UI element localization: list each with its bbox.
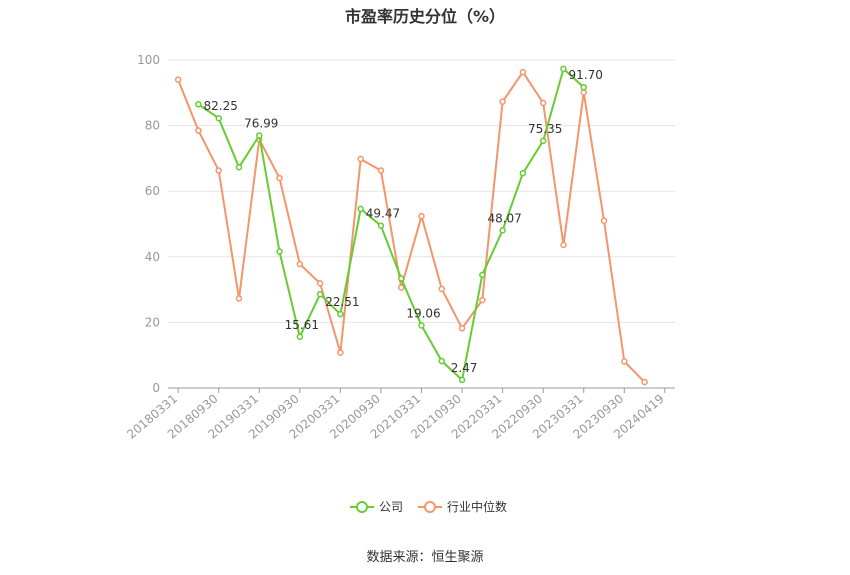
data-point[interactable] (397, 275, 405, 282)
data-point[interactable] (458, 325, 466, 332)
data-point[interactable] (174, 76, 182, 83)
legend-marker (356, 501, 368, 513)
data-point[interactable] (580, 83, 587, 91)
data-point[interactable] (296, 333, 304, 341)
legend-label: 行业中位数 (447, 499, 507, 514)
data-point[interactable] (276, 248, 283, 255)
data-point[interactable] (377, 167, 385, 174)
data-point[interactable] (560, 241, 567, 249)
data-point[interactable] (235, 164, 243, 171)
data-point[interactable] (479, 271, 486, 279)
data-label: 22.51 (325, 295, 359, 309)
data-point[interactable] (479, 296, 486, 304)
legend-item-industry-median[interactable]: 行业中位数 (418, 499, 507, 514)
data-label: 19.06 (406, 306, 440, 320)
y-tick-label: 80 (145, 119, 160, 133)
data-point[interactable] (600, 217, 608, 224)
data-point[interactable] (519, 169, 527, 177)
y-tick-label: 60 (145, 184, 160, 198)
data-point[interactable] (519, 68, 527, 76)
data-point[interactable] (499, 98, 506, 105)
data-point[interactable] (316, 280, 324, 287)
y-tick-label: 0 (152, 381, 160, 395)
data-label: 76.99 (244, 116, 278, 130)
y-tick-label: 100 (137, 53, 160, 67)
data-point[interactable] (458, 376, 466, 384)
data-point[interactable] (357, 205, 364, 213)
data-point[interactable] (377, 222, 385, 229)
data-label: 2.47 (451, 361, 478, 375)
legend-label: 公司 (379, 500, 403, 514)
data-point[interactable] (195, 101, 202, 108)
chart-title: 市盈率历史分位（%） (344, 7, 506, 26)
data-point[interactable] (580, 89, 587, 96)
data-point[interactable] (621, 358, 628, 365)
data-point[interactable] (235, 295, 243, 302)
legend[interactable]: 公司 行业中位数 (350, 499, 507, 514)
data-label: 91.70 (569, 68, 603, 82)
data-label: 82.25 (204, 99, 238, 113)
data-point[interactable] (256, 132, 263, 139)
data-point[interactable] (296, 260, 304, 268)
data-point[interactable] (276, 174, 283, 182)
data-point[interactable] (560, 65, 567, 73)
data-point[interactable] (499, 227, 506, 234)
data-point[interactable] (539, 99, 547, 107)
data-label: 15.61 (285, 318, 319, 332)
data-point[interactable] (418, 212, 425, 220)
label-layer: 82.25 76.99 15.61 22.51 49.47 19.06 2.47 48.07 7… (204, 68, 603, 375)
data-point[interactable] (418, 322, 425, 329)
data-label: 48.07 (487, 211, 521, 225)
series-line (177, 70, 646, 383)
series-line (197, 67, 585, 382)
y-tick-label: 20 (145, 315, 160, 329)
data-point[interactable] (357, 155, 364, 163)
data-point[interactable] (337, 310, 344, 318)
series-layer (174, 65, 648, 386)
series-company (195, 65, 587, 384)
data-point[interactable] (215, 114, 222, 122)
data-point[interactable] (195, 127, 202, 134)
data-point[interactable] (397, 284, 405, 291)
data-point[interactable] (337, 349, 344, 356)
legend-item-company[interactable]: 公司 (350, 500, 403, 514)
y-tick-label: 40 (145, 250, 160, 264)
data-point[interactable] (316, 290, 324, 298)
legend-marker (424, 501, 436, 513)
data-point[interactable] (438, 285, 446, 293)
data-point[interactable] (641, 378, 648, 386)
data-label: 49.47 (366, 207, 400, 221)
data-point[interactable] (438, 357, 446, 365)
source-text: 数据来源：恒生聚源 (366, 550, 484, 565)
series-industry-median (174, 68, 648, 386)
data-point[interactable] (215, 167, 222, 174)
data-point[interactable] (539, 137, 547, 145)
data-label: 75.35 (528, 122, 562, 136)
